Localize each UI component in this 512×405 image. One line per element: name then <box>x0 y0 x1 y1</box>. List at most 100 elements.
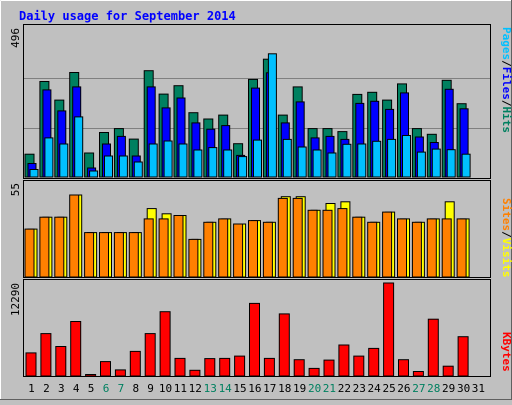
bar-kbytes-day-19 <box>293 359 305 377</box>
bar-pages-day-13 <box>208 147 218 178</box>
bar-kbytes-day-30 <box>457 336 469 377</box>
bar-sites-day-9 <box>143 218 154 278</box>
bar-pages-day-26 <box>402 135 411 178</box>
x-tick-label-24: 24 <box>367 382 381 395</box>
bar-sites-day-3 <box>54 216 65 278</box>
x-tick-label-2: 2 <box>43 382 50 395</box>
bar-pages-day-16 <box>253 139 262 178</box>
bar-sites-day-10 <box>158 218 169 278</box>
bar-kbytes-day-25 <box>383 282 395 377</box>
bar-pages-day-19 <box>297 146 307 178</box>
x-tick-label-19: 19 <box>293 382 306 395</box>
bar-sites-day-21 <box>322 209 333 278</box>
bar-sites-day-17 <box>262 221 273 278</box>
bar-pages-day-23 <box>357 143 367 178</box>
bar-sites-day-26 <box>397 218 407 278</box>
bar-sites-day-1 <box>24 228 35 278</box>
bar-pages-day-15 <box>238 156 248 178</box>
x-tick-label-20: 20 <box>308 382 321 395</box>
x-tick-label-15: 15 <box>233 382 246 395</box>
bar-pages-day-3 <box>59 143 69 178</box>
x-tick-label-7: 7 <box>118 382 125 395</box>
x-tick-label-26: 26 <box>397 382 410 395</box>
legend-sites: Sites <box>500 198 512 231</box>
bar-sites-day-30 <box>456 218 467 278</box>
x-tick-label-8: 8 <box>132 382 139 395</box>
bar-sites-day-23 <box>352 216 363 278</box>
bar-kbytes-day-14 <box>219 357 231 377</box>
bar-sites-day-18 <box>277 197 288 278</box>
bar-pages-day-10 <box>163 140 173 178</box>
bar-kbytes-day-27 <box>412 371 424 377</box>
x-tick-label-3: 3 <box>58 382 65 395</box>
bar-kbytes-day-3 <box>55 346 67 377</box>
bar-sites-day-24 <box>367 221 378 278</box>
bar-kbytes-day-24 <box>368 347 380 377</box>
bar-pages-day-9 <box>148 143 158 178</box>
bar-kbytes-day-7 <box>114 369 126 377</box>
x-tick-label-27: 27 <box>412 382 425 395</box>
panel-frame-hits <box>23 24 491 179</box>
x-tick-label-25: 25 <box>382 382 395 395</box>
bar-kbytes-day-8 <box>129 350 141 377</box>
bar-pages-day-5 <box>89 170 99 178</box>
bar-sites-day-4 <box>69 194 80 278</box>
x-tick-label-4: 4 <box>73 382 80 395</box>
bar-sites-day-27 <box>411 221 422 278</box>
bar-kbytes-day-12 <box>189 369 201 377</box>
bar-sites-day-13 <box>203 221 214 278</box>
x-tick-label-5: 5 <box>88 382 95 395</box>
bar-pages-day-14 <box>223 149 233 178</box>
bar-kbytes-day-11 <box>174 357 186 377</box>
bar-sites-day-2 <box>39 216 50 278</box>
legend-files: Files <box>500 67 512 100</box>
x-tick-label-13: 13 <box>204 382 217 395</box>
bar-kbytes-day-15 <box>234 355 246 377</box>
x-tick-label-1: 1 <box>28 382 35 395</box>
bar-sites-day-8 <box>128 232 139 278</box>
bar-sites-day-6 <box>99 232 109 278</box>
bar-pages-day-29 <box>446 149 456 178</box>
bar-kbytes-day-9 <box>144 333 156 377</box>
x-tick-label-6: 6 <box>103 382 110 395</box>
bar-pages-day-21 <box>327 152 337 178</box>
bar-kbytes-day-6 <box>100 361 111 377</box>
bar-pages-day-11 <box>178 143 188 178</box>
legend-visits: Visits <box>500 238 512 278</box>
x-tick-label-31: 31 <box>472 382 485 395</box>
legend-kbytes: KBytes <box>500 332 512 372</box>
bar-pages-day-28 <box>431 148 441 178</box>
x-tick-labels: 1 2 3 4 5 6 7 8 9 10 11 12 13 14 15 16 17 18 19 20 21 22 23 24 2… <box>28 382 485 395</box>
bar-sites-day-29 <box>441 218 452 278</box>
bar-pages-day-30 <box>461 153 471 178</box>
x-tick-label-9: 9 <box>147 382 154 395</box>
x-tick-label-30: 30 <box>457 382 470 395</box>
legend-hits: Hits <box>500 107 512 134</box>
bar-sites-day-20 <box>307 209 318 278</box>
x-tick-label-11: 11 <box>174 382 187 395</box>
bar-kbytes-day-21 <box>323 359 335 377</box>
bar-kbytes-day-2 <box>40 333 52 377</box>
bar-sites-day-15 <box>233 223 244 278</box>
y-tick-label-hits: 496 <box>9 28 22 48</box>
bar-pages-day-20 <box>312 149 322 178</box>
bar-pages-day-24 <box>372 140 382 178</box>
x-tick-label-22: 22 <box>338 382 351 395</box>
x-tick-label-16: 16 <box>248 382 261 395</box>
bar-pages-day-22 <box>342 143 352 178</box>
bars-layer <box>24 53 471 377</box>
bar-kbytes-day-22 <box>338 344 350 377</box>
panel-frame-kbytes <box>23 279 491 377</box>
x-tick-label-28: 28 <box>427 382 440 395</box>
axis-label-hits-panel: Pages/Files/Hits <box>500 27 512 133</box>
bar-kbytes-day-18 <box>278 313 290 377</box>
bar-pages-day-17 <box>267 53 277 178</box>
x-tick-label-10: 10 <box>159 382 172 395</box>
chart-title: Daily usage for September 2014 <box>19 9 236 23</box>
bar-pages-day-12 <box>193 149 203 178</box>
bar-sites-day-11 <box>173 215 184 278</box>
bar-pages-day-27 <box>416 151 426 178</box>
bar-kbytes-day-10 <box>159 311 171 377</box>
